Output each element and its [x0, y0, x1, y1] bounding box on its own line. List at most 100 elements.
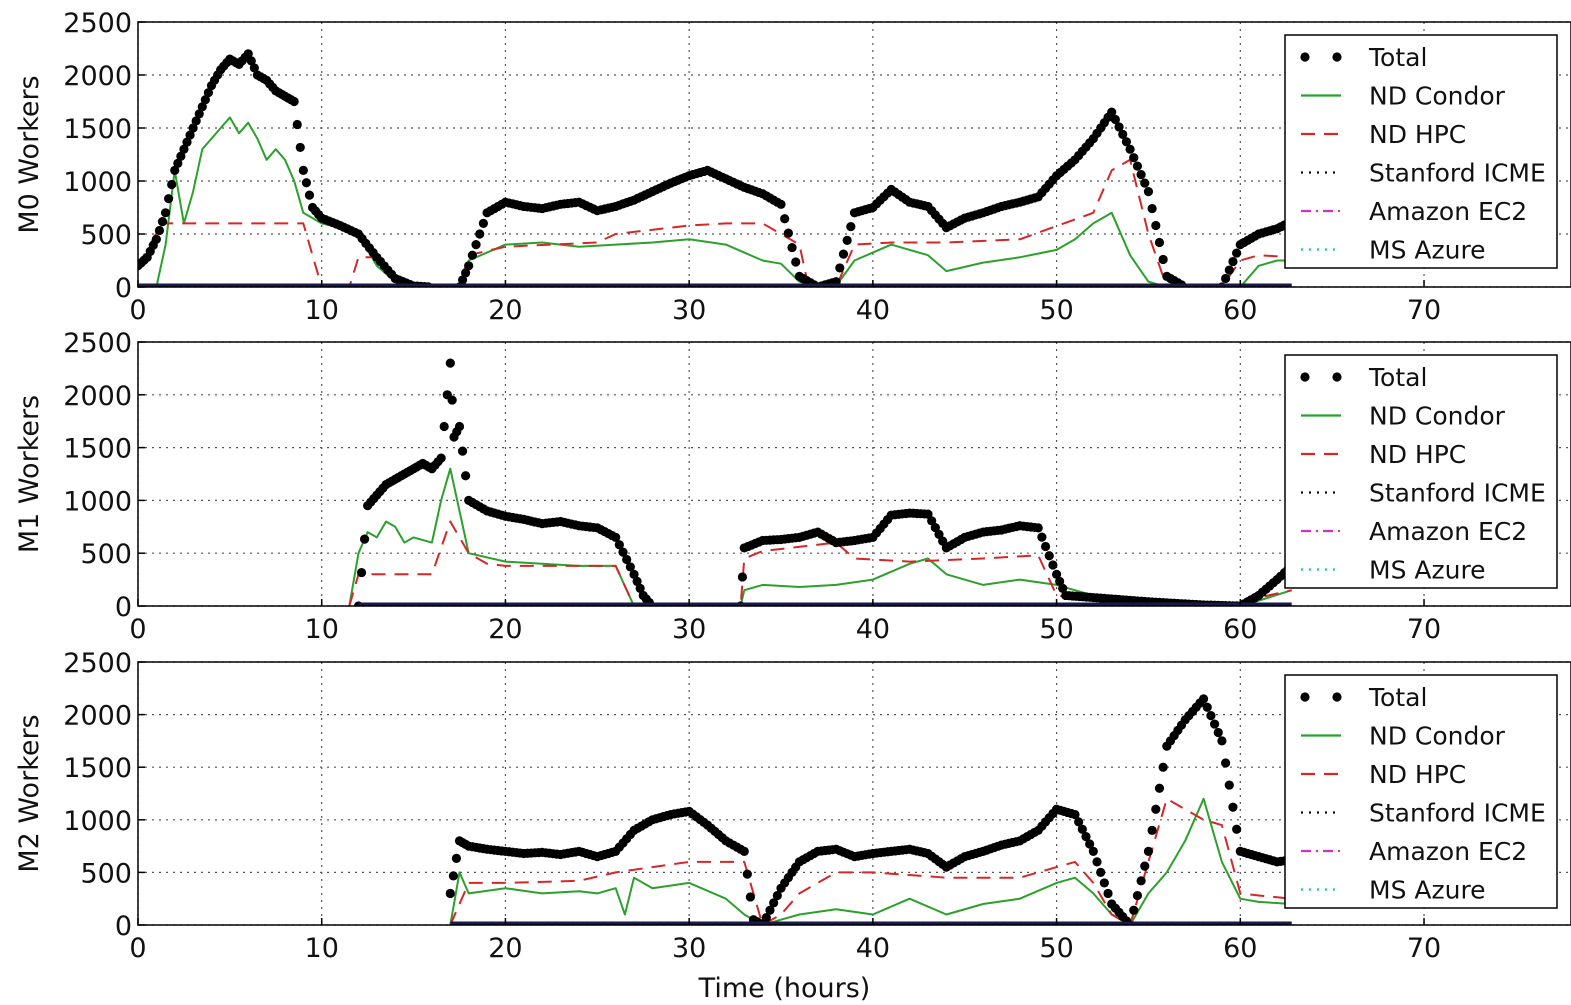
total-point: [1143, 187, 1154, 197]
y-tick-label: 0: [115, 911, 132, 942]
total-point: [249, 63, 259, 73]
legend-label: MS Azure: [1369, 876, 1486, 905]
total-point: [1040, 541, 1051, 552]
total-point: [173, 158, 183, 168]
x-tick-label: 30: [672, 614, 706, 645]
total-point: [1140, 861, 1150, 871]
total-point: [842, 235, 852, 245]
legend-label: Stanford ICME: [1369, 479, 1546, 508]
total-point: [787, 242, 797, 253]
total-point: [1103, 888, 1113, 899]
series-line-nd-condor: [138, 116, 1292, 287]
legend: Total ND Condor ND HPC Stanford ICME Amazon …: [1284, 674, 1558, 909]
total-point: [923, 509, 933, 519]
total-point: [1147, 203, 1157, 214]
total-point: [1228, 256, 1238, 267]
legend-label: ND Condor: [1369, 722, 1506, 751]
x-tick-label: 50: [1039, 295, 1073, 326]
legend-item: Amazon EC2: [1301, 197, 1527, 226]
y-axis-label: M0 Workers: [14, 75, 45, 233]
total-point: [436, 453, 446, 463]
total-point: [160, 208, 171, 218]
total-point: [1217, 736, 1227, 746]
total-point: [154, 225, 165, 236]
total-point: [1154, 237, 1165, 248]
total-point: [1107, 107, 1117, 117]
total-point: [157, 217, 168, 227]
total-point: [304, 190, 315, 200]
total-point: [938, 536, 948, 546]
y-tick-label: 2000: [63, 381, 132, 412]
total-point: [1221, 273, 1231, 284]
legend-item: Total: [1300, 43, 1427, 72]
total-point: [780, 214, 790, 224]
legend-marker: [1332, 692, 1342, 702]
total-point: [1048, 560, 1058, 570]
total-point: [461, 268, 471, 278]
legend-box: [1284, 34, 1558, 269]
legend-item: Total: [1300, 683, 1427, 712]
total-point: [1136, 170, 1146, 180]
legend-label: Total: [1368, 363, 1427, 392]
series-line-nd-hpc: [348, 520, 1292, 606]
legend-label: Amazon EC2: [1369, 837, 1527, 866]
total-point: [1118, 129, 1128, 139]
legend-box: [1284, 354, 1558, 589]
total-point: [765, 905, 775, 915]
total-point: [1058, 583, 1068, 594]
y-tick-label: 2000: [63, 61, 132, 92]
total-point: [1129, 905, 1139, 915]
axes-frame: [137, 21, 1571, 288]
total-point: [632, 576, 642, 586]
y-tick-label: 0: [115, 592, 132, 623]
total-point: [243, 49, 253, 59]
legend-marker: [1332, 52, 1342, 62]
y-tick-label: 500: [80, 539, 132, 570]
y-tick-label: 1500: [63, 434, 132, 465]
total-point: [1213, 727, 1223, 738]
legend-box: [1284, 674, 1558, 909]
legend-item: MS Azure: [1301, 236, 1486, 265]
y-tick-label: 2500: [63, 8, 132, 39]
total-point: [464, 261, 474, 271]
total-point: [191, 116, 201, 126]
legend-item: ND HPC: [1301, 120, 1466, 149]
total-point: [1055, 576, 1065, 586]
total-point: [1140, 178, 1150, 188]
x-tick-label: 10: [305, 614, 339, 645]
total-point: [927, 516, 937, 526]
total-point: [1037, 532, 1047, 542]
total-point: [151, 234, 161, 244]
panel-2: 0 10 20 30 40 50 60 70 0 500 1000 1500 2000 2500 M2 Wo…: [14, 648, 1571, 1004]
y-tick-label: 1500: [63, 114, 132, 145]
total-point: [454, 421, 465, 432]
total-point: [1096, 867, 1106, 878]
total-point: [745, 892, 755, 902]
total-point: [1224, 780, 1234, 790]
total-point: [1051, 569, 1062, 579]
legend-label: Total: [1368, 43, 1427, 72]
total-point: [203, 88, 214, 98]
total-point: [1136, 876, 1146, 886]
legend-label: MS Azure: [1369, 236, 1486, 265]
series-line-nd-hpc: [138, 158, 1292, 287]
total-point: [188, 123, 198, 133]
x-tick-label: 40: [856, 933, 890, 964]
legend-item: ND HPC: [1301, 760, 1466, 789]
total-point: [182, 137, 192, 147]
legend-item: MS Azure: [1301, 556, 1486, 585]
total-point: [611, 532, 621, 542]
total-point: [471, 240, 481, 250]
total-point: [301, 178, 312, 188]
total-point: [1228, 802, 1238, 812]
total-point: [289, 96, 299, 107]
total-point: [1143, 846, 1154, 856]
series-total-points: [138, 49, 1297, 287]
total-point: [791, 257, 801, 267]
total-point: [772, 890, 782, 901]
total-point: [625, 562, 635, 572]
legend-label: Total: [1368, 683, 1427, 712]
total-point: [1151, 804, 1161, 814]
